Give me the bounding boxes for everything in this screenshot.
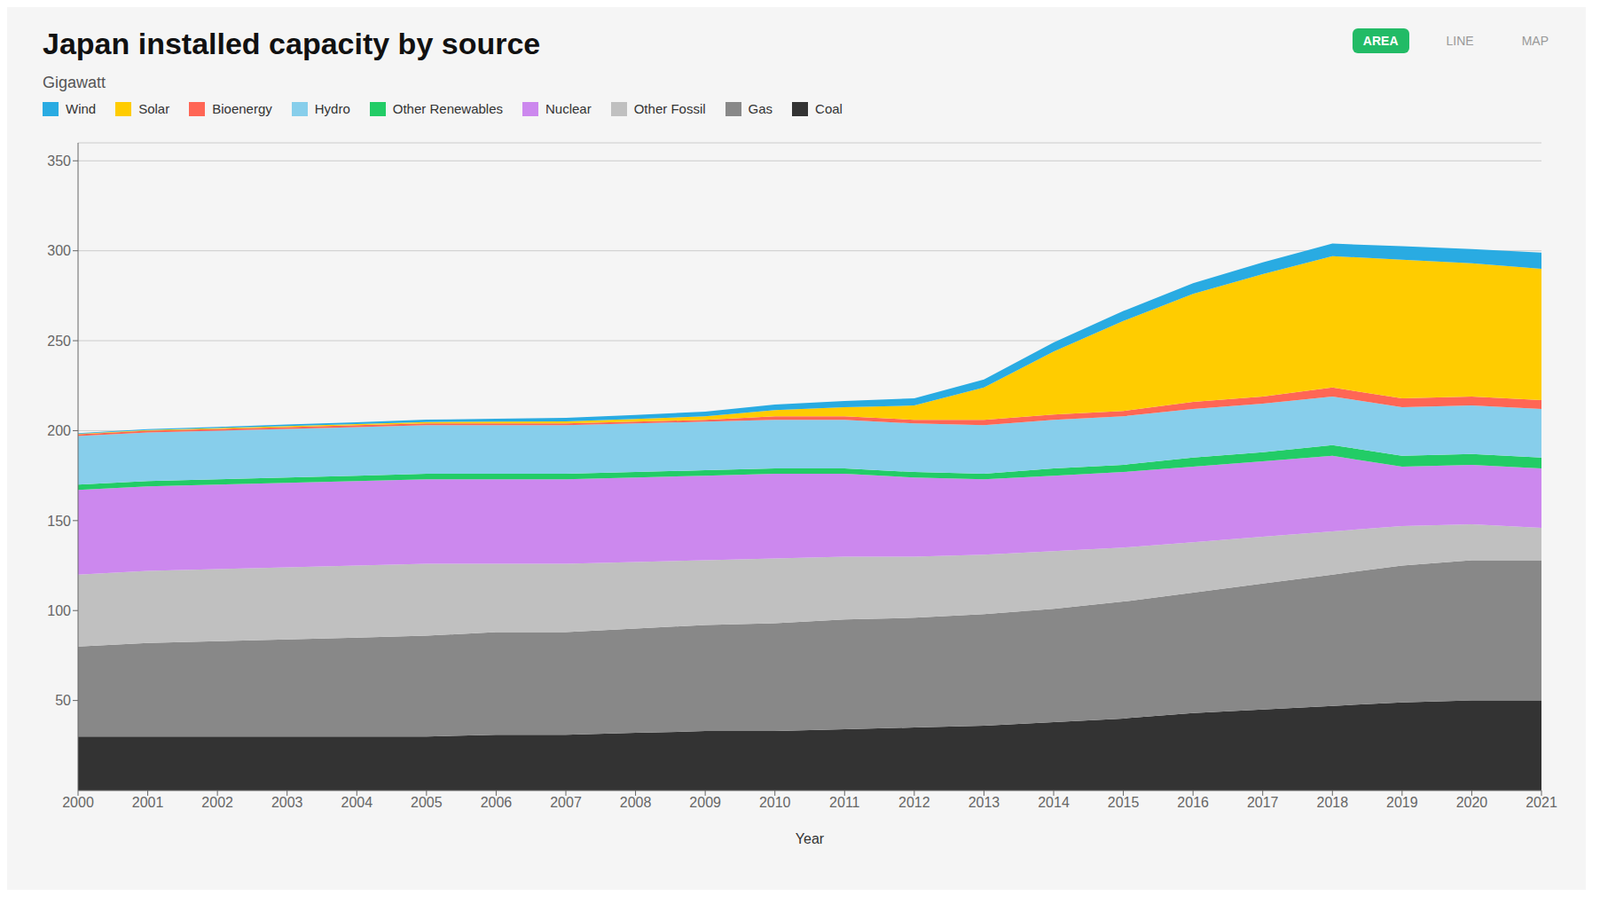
html-text:LINE: LINE <box>1446 33 1474 48</box>
svg-text:100: 100 <box>47 603 71 619</box>
svg-text:2016: 2016 <box>1176 794 1209 810</box>
html-text:Other Renewables: Other Renewables <box>392 101 503 117</box>
svg-text:2020: 2020 <box>1456 794 1489 810</box>
svg-text:2006: 2006 <box>480 794 513 810</box>
svg-text:2010: 2010 <box>759 794 792 810</box>
svg-text:2005: 2005 <box>410 794 443 810</box>
html-text:Japan installed capacity by so: Japan installed capacity by source <box>42 26 541 61</box>
svg-text:2003: 2003 <box>271 794 304 810</box>
svg-text:2002: 2002 <box>201 794 234 810</box>
html-text:Nuclear: Nuclear <box>545 101 592 117</box>
svg-text:2009: 2009 <box>689 794 722 810</box>
svg-text:2004: 2004 <box>340 794 373 810</box>
svg-text:300: 300 <box>47 243 71 259</box>
svg-text:2021: 2021 <box>1525 794 1558 810</box>
svg-text:200: 200 <box>47 423 71 439</box>
html-text:Hydro: Hydro <box>314 101 351 117</box>
svg-text:2017: 2017 <box>1247 794 1279 810</box>
html-text:AREA: AREA <box>1363 33 1399 48</box>
html-text:Other Fossil: Other Fossil <box>633 101 706 117</box>
svg-text:2008: 2008 <box>619 794 652 810</box>
html-text:Gigawatt: Gigawatt <box>42 73 106 92</box>
svg-text:2013: 2013 <box>968 794 1001 810</box>
svg-text:2018: 2018 <box>1316 794 1349 810</box>
svg-text:Year: Year <box>795 831 825 847</box>
svg-text:2015: 2015 <box>1107 794 1140 810</box>
html-text:Wind: Wind <box>65 101 96 117</box>
svg-text:2019: 2019 <box>1386 794 1419 810</box>
svg-text:2012: 2012 <box>898 794 931 810</box>
svg-text:2000: 2000 <box>62 794 95 810</box>
html-text:Coal: Coal <box>815 101 843 117</box>
html-text:Solar: Solar <box>138 101 170 117</box>
svg-text:2011: 2011 <box>829 794 861 810</box>
svg-text:2007: 2007 <box>549 794 582 810</box>
svg-text:250: 250 <box>47 333 71 349</box>
html-text:Bioenergy: Bioenergy <box>212 101 273 117</box>
svg-text:150: 150 <box>47 513 71 529</box>
svg-text:2014: 2014 <box>1037 794 1070 810</box>
html-text:MAP: MAP <box>1521 33 1549 48</box>
svg-text:50: 50 <box>54 692 71 708</box>
html-text:Gas: Gas <box>748 101 773 117</box>
svg-text:350: 350 <box>47 153 71 169</box>
svg-text:2001: 2001 <box>132 794 165 810</box>
